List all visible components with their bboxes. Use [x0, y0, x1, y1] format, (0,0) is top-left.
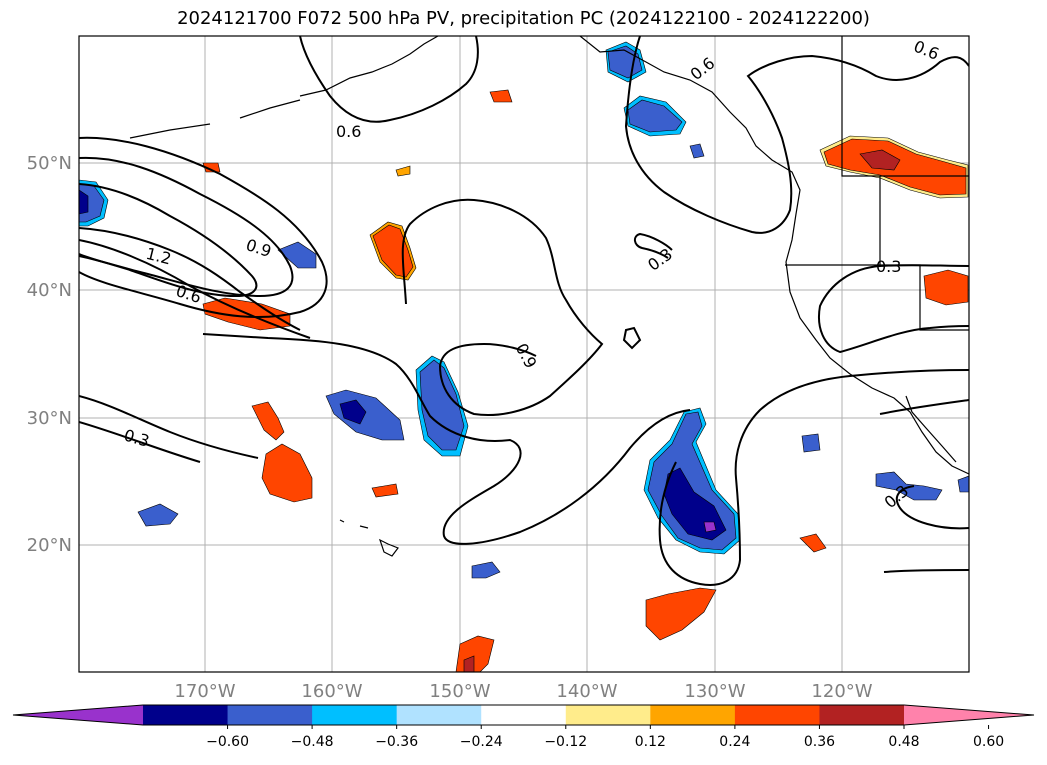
colorbar-tick-label: 0.24	[719, 734, 750, 750]
contour-line	[79, 395, 259, 459]
precip-blob	[277, 241, 317, 269]
lon-label: 150°W	[429, 681, 490, 702]
precip-blob	[607, 45, 643, 79]
precip-blob	[703, 521, 717, 533]
precip-blob	[859, 149, 901, 171]
colorbar-extension-left	[13, 705, 143, 725]
lon-label: 170°W	[174, 681, 235, 702]
lat-label: 30°N	[27, 408, 72, 429]
contour-line	[79, 156, 294, 298]
precip-blob	[471, 561, 501, 579]
colorbar-swatch	[481, 705, 567, 725]
contour-label: 0.6	[336, 122, 361, 141]
contour-line	[895, 485, 969, 530]
map-plot-area	[79, 36, 969, 672]
precip-blob	[689, 143, 705, 159]
coastline-hawaii	[339, 519, 399, 557]
colorbar-tick-label: 0.60	[973, 734, 1004, 750]
lat-label: 40°N	[27, 280, 72, 301]
coastlines	[129, 36, 969, 557]
contour-line	[79, 227, 301, 331]
lon-label: 130°W	[684, 681, 745, 702]
lat-label: 20°N	[27, 535, 72, 556]
contour-line	[202, 333, 691, 545]
contour-line	[622, 326, 642, 350]
precip-blob	[957, 475, 969, 493]
map-title: 2024121700 F072 500 hPa PV, precipitatio…	[177, 8, 870, 29]
colorbar-swatch	[819, 705, 905, 725]
contour-label: 0.3	[876, 257, 901, 276]
precip-blob	[137, 503, 179, 527]
precip-blob	[645, 587, 717, 641]
coastline-baja-california	[905, 395, 957, 463]
colorbar-swatch	[143, 705, 229, 725]
contour-line	[883, 569, 969, 573]
precip-blob	[801, 433, 821, 453]
contour-line	[634, 232, 673, 259]
precip-blob	[79, 189, 89, 215]
precip-blob	[371, 483, 399, 498]
contour-line	[401, 198, 604, 417]
contour-line	[624, 36, 969, 234]
colorbar-extension-right	[904, 705, 1034, 725]
precip-blob	[923, 269, 969, 306]
colorbar-swatch	[734, 705, 820, 725]
precip-blob	[261, 443, 313, 503]
contour-line	[79, 421, 201, 463]
colorbar-tick-label: 0.12	[635, 734, 666, 750]
precip-blob	[489, 89, 513, 103]
colorbar-swatch	[227, 705, 313, 725]
colorbar-tick-label: −0.36	[375, 734, 418, 750]
state-borders	[785, 36, 969, 331]
contour-line	[658, 369, 969, 586]
precip-blob	[339, 399, 367, 425]
colorbar-swatch	[312, 705, 398, 725]
contour-line	[818, 264, 969, 354]
lat-label: 50°N	[27, 153, 72, 174]
colorbar-tick-label: 0.48	[888, 734, 919, 750]
colorbar-tick-label: −0.60	[206, 734, 249, 750]
pv-contours	[79, 36, 969, 586]
precip-blob	[202, 162, 221, 173]
colorbar-tick-label: 0.36	[804, 734, 835, 750]
contour-line	[299, 36, 479, 123]
coastline-aleutians	[129, 99, 301, 139]
precip-blob	[251, 401, 285, 441]
precip-blob	[799, 533, 827, 553]
colorbar-tick-label: −0.48	[291, 734, 334, 750]
colorbar: −0.60 −0.48 −0.36 −0.24 −0.12 0.12 0.24 0.36 0.4…	[12, 704, 1035, 750]
lon-label: 140°W	[556, 681, 617, 702]
precip-blob	[395, 165, 411, 177]
contour-line	[879, 399, 969, 415]
coastline-alaska	[299, 36, 439, 97]
precip-blob	[463, 655, 475, 672]
lon-label: 120°W	[811, 681, 872, 702]
latitude-axis: 50°N 40°N 30°N 20°N	[27, 153, 72, 556]
colorbar-swatch	[650, 705, 736, 725]
colorbar-swatch	[565, 705, 651, 725]
longitude-axis: 170°W 160°W 150°W 140°W 130°W 120°W	[174, 681, 872, 702]
colorbar-tick-label: −0.12	[544, 734, 587, 750]
precip-blob	[627, 99, 683, 133]
contour-line	[79, 239, 311, 339]
precip-blob	[419, 359, 465, 451]
colorbar-tick-label: −0.24	[460, 734, 503, 750]
contour-line	[79, 136, 328, 319]
lon-label: 160°W	[301, 681, 362, 702]
map-frame	[78, 35, 970, 673]
colorbar-swatch	[396, 705, 482, 725]
colorbar-outline	[12, 704, 1035, 726]
coastline-north-america	[579, 36, 969, 475]
contour-line	[79, 183, 258, 298]
